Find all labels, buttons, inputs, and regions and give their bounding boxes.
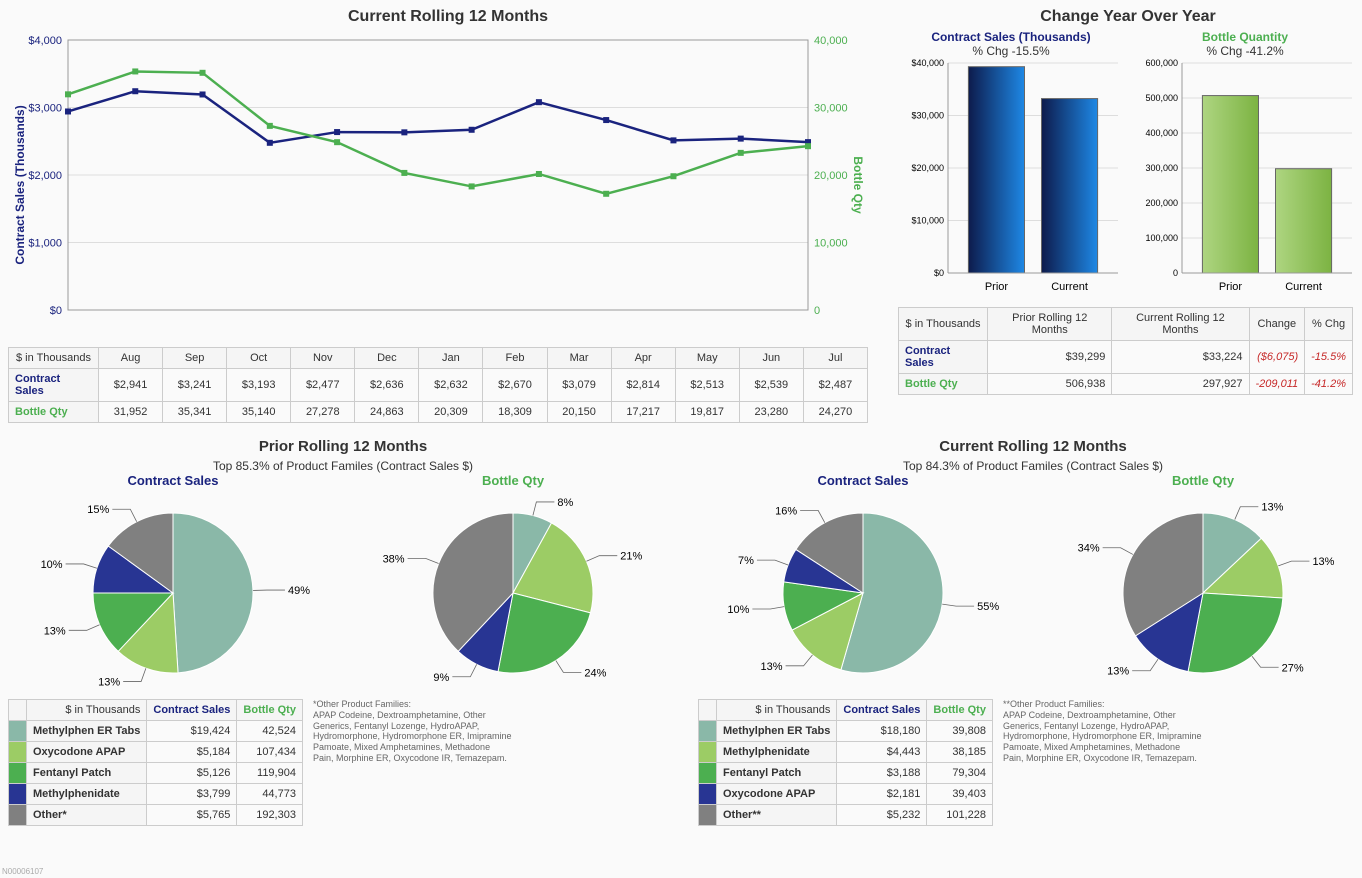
prior-sales-pie-title: Contract Sales bbox=[8, 473, 338, 488]
yoy-qty-chart: 0 100,000 200,000 300,000 400,000 500,000 600,… bbox=[1132, 58, 1357, 298]
svg-text:38%: 38% bbox=[383, 553, 405, 565]
yoy-sales-chart: $0 $10,000 $20,000 $30,000 $40,000 Prior Curre… bbox=[898, 58, 1123, 298]
svg-text:13%: 13% bbox=[1312, 556, 1334, 568]
svg-text:13%: 13% bbox=[761, 661, 783, 673]
svg-text:40,000: 40,000 bbox=[814, 35, 848, 47]
svg-text:55%: 55% bbox=[977, 601, 999, 613]
svg-text:16%: 16% bbox=[775, 505, 797, 517]
prior-pie-panel: Prior Rolling 12 Months Top 85.3% of Pro… bbox=[8, 438, 678, 826]
prior-title: Prior Rolling 12 Months bbox=[8, 438, 678, 455]
svg-text:500,000: 500,000 bbox=[1145, 93, 1178, 103]
svg-text:10,000: 10,000 bbox=[814, 238, 848, 250]
current-qty-pie-title: Bottle Qty bbox=[1038, 473, 1362, 488]
svg-text:Current: Current bbox=[1285, 281, 1322, 293]
current-title: Current Rolling 12 Months bbox=[698, 438, 1362, 455]
svg-text:8%: 8% bbox=[557, 497, 573, 509]
svg-text:49%: 49% bbox=[288, 585, 310, 597]
rolling-panel: Current Rolling 12 Months $0 $1,000 $2,000… bbox=[8, 8, 888, 423]
yoy-table: $ in ThousandsPrior Rolling 12 MonthsCur… bbox=[898, 307, 1353, 395]
current-footnote: **Other Product Families: APAP Codeine, … bbox=[1003, 699, 1203, 764]
svg-text:10%: 10% bbox=[41, 559, 63, 571]
svg-text:0: 0 bbox=[1173, 268, 1178, 278]
svg-text:9%: 9% bbox=[433, 672, 449, 684]
current-sales-pie-title: Contract Sales bbox=[698, 473, 1028, 488]
prior-footnote-text: APAP Codeine, Dextroamphetamine, Other G… bbox=[313, 710, 513, 764]
yoy-sales-sub: % Chg -15.5% bbox=[898, 44, 1124, 58]
svg-text:30,000: 30,000 bbox=[814, 103, 848, 115]
svg-text:$0: $0 bbox=[934, 268, 944, 278]
svg-text:$20,000: $20,000 bbox=[911, 163, 944, 173]
rolling-title: Current Rolling 12 Months bbox=[8, 8, 888, 26]
svg-text:20,000: 20,000 bbox=[814, 170, 848, 182]
current-footnote-text: APAP Codeine, Dextroamphetamine, Other G… bbox=[1003, 710, 1203, 764]
svg-text:24%: 24% bbox=[584, 667, 606, 679]
svg-text:$40,000: $40,000 bbox=[911, 58, 944, 68]
svg-text:Prior: Prior bbox=[985, 281, 1009, 293]
svg-text:13%: 13% bbox=[98, 676, 120, 688]
current-footnote-title: **Other Product Families: bbox=[1003, 699, 1203, 710]
svg-text:$2,000: $2,000 bbox=[28, 170, 62, 182]
svg-text:15%: 15% bbox=[87, 504, 109, 516]
svg-text:0: 0 bbox=[814, 305, 820, 317]
svg-text:Bottle Qty: Bottle Qty bbox=[851, 156, 865, 214]
svg-text:13%: 13% bbox=[1107, 666, 1129, 678]
prior-qty-pie: 8% 21% 24% 9% 38% bbox=[348, 488, 678, 688]
yoy-qty-title: Bottle Quantity bbox=[1132, 30, 1358, 44]
svg-text:10%: 10% bbox=[727, 604, 749, 616]
svg-text:Contract Sales (Thousands): Contract Sales (Thousands) bbox=[13, 105, 27, 264]
svg-text:21%: 21% bbox=[620, 551, 642, 563]
svg-text:Current: Current bbox=[1051, 281, 1088, 293]
prior-footnote-title: *Other Product Families: bbox=[313, 699, 513, 710]
svg-text:300,000: 300,000 bbox=[1145, 163, 1178, 173]
svg-text:Prior: Prior bbox=[1219, 281, 1243, 293]
yoy-qty-sub: % Chg -41.2% bbox=[1132, 44, 1358, 58]
svg-text:$1,000: $1,000 bbox=[28, 238, 62, 250]
current-qty-pie: 13% 13% 27% 13% 34% bbox=[1038, 488, 1362, 688]
yoy-title: Change Year Over Year bbox=[898, 8, 1358, 26]
prior-product-table: $ in ThousandsContract SalesBottle QtyMe… bbox=[8, 699, 303, 826]
current-sales-pie: 55% 13% 10% 7% 16% bbox=[698, 488, 1028, 688]
svg-text:$4,000: $4,000 bbox=[28, 35, 62, 47]
svg-text:27%: 27% bbox=[1282, 662, 1304, 674]
prior-sales-pie: 49% 13% 13% 10% 15% bbox=[8, 488, 338, 688]
svg-text:600,000: 600,000 bbox=[1145, 58, 1178, 68]
rolling-table: $ in ThousandsAugSepOctNovDecJanFebMarAp… bbox=[8, 347, 868, 423]
svg-text:400,000: 400,000 bbox=[1145, 128, 1178, 138]
current-product-table: $ in ThousandsContract SalesBottle QtyMe… bbox=[698, 699, 993, 826]
svg-text:13%: 13% bbox=[1261, 502, 1283, 514]
prior-footnote: *Other Product Families: APAP Codeine, D… bbox=[313, 699, 513, 764]
svg-text:$30,000: $30,000 bbox=[911, 111, 944, 121]
bottom-row: Prior Rolling 12 Months Top 85.3% of Pro… bbox=[8, 438, 1354, 826]
svg-text:$10,000: $10,000 bbox=[911, 216, 944, 226]
svg-text:100,000: 100,000 bbox=[1145, 233, 1178, 243]
yoy-panel: Change Year Over Year Contract Sales (Th… bbox=[898, 8, 1358, 423]
svg-text:7%: 7% bbox=[738, 555, 754, 567]
doc-id: N00006107 bbox=[2, 867, 43, 876]
svg-text:34%: 34% bbox=[1078, 543, 1100, 555]
current-subtitle: Top 84.3% of Product Familes (Contract S… bbox=[698, 459, 1362, 473]
yoy-sales-title: Contract Sales (Thousands) bbox=[898, 30, 1124, 44]
prior-subtitle: Top 85.3% of Product Familes (Contract S… bbox=[8, 459, 678, 473]
current-pie-panel: Current Rolling 12 Months Top 84.3% of P… bbox=[698, 438, 1362, 826]
rolling-line-chart: $0 $1,000 $2,000 $3,000 $4,000 0 10,000 20,000 3… bbox=[8, 30, 868, 340]
svg-text:200,000: 200,000 bbox=[1145, 198, 1178, 208]
prior-qty-pie-title: Bottle Qty bbox=[348, 473, 678, 488]
svg-text:$3,000: $3,000 bbox=[28, 103, 62, 115]
dashboard: Current Rolling 12 Months $0 $1,000 $2,000… bbox=[8, 8, 1354, 423]
svg-text:$0: $0 bbox=[50, 305, 62, 317]
svg-text:13%: 13% bbox=[44, 625, 66, 637]
